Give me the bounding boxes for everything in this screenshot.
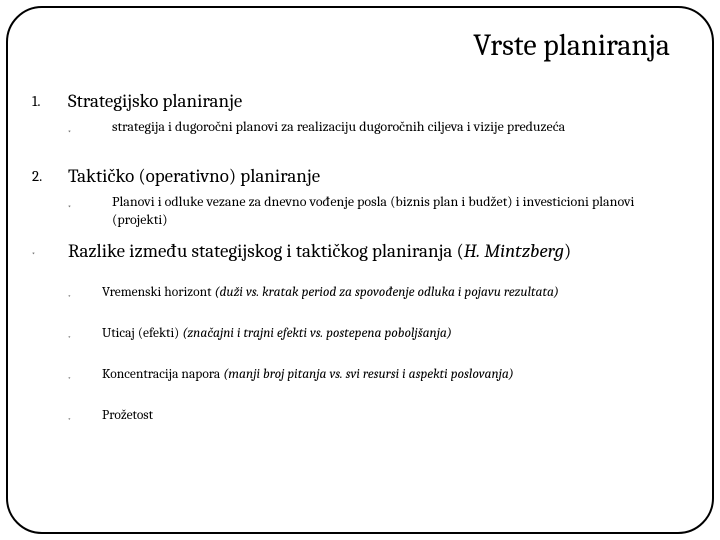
bullet-icon: ་ bbox=[68, 407, 102, 445]
sub-lead: Prožetost bbox=[102, 408, 153, 423]
list-item: 1. Strategijsko planiranje ་ strategija … bbox=[32, 90, 688, 159]
item-heading: Taktičko (operativno) planiranje bbox=[68, 165, 320, 189]
bullet-icon: ་ bbox=[68, 118, 112, 159]
sub-lead: Vremenski horizont bbox=[102, 285, 214, 300]
sub-item-text: Prožetost bbox=[102, 407, 163, 425]
slide-content: 1. Strategijsko planiranje ་ strategija … bbox=[32, 90, 688, 449]
sub-item-text: Vremenski horizont (duži vs. kratak peri… bbox=[102, 284, 569, 302]
slide-title: Vrste planiranja bbox=[473, 28, 670, 63]
sub-item-text: Koncentracija napora (manji broj pitanja… bbox=[102, 366, 524, 384]
item-number: 1. bbox=[32, 90, 68, 110]
slide-frame: Vrste planiranja 1. Strategijsko planira… bbox=[6, 6, 714, 534]
item-heading: Razlike između stategijskog i taktičkog … bbox=[68, 240, 571, 264]
heading-suffix: ) bbox=[564, 240, 571, 262]
sub-item-text: Uticaj (efekti) (značajni i trajni efekt… bbox=[102, 325, 462, 343]
heading-emphasis: H. Mintzberg bbox=[464, 240, 564, 262]
sub-em: (duži vs. kratak period za spovođenje od… bbox=[214, 285, 558, 300]
bullet-icon: ་ bbox=[32, 240, 68, 281]
sub-lead: Koncentracija napora bbox=[102, 367, 223, 382]
sub-em: (manji broj pitanja vs. svi resursi i as… bbox=[223, 367, 514, 382]
bullet-icon: ་ bbox=[68, 366, 102, 404]
heading-prefix: Razlike između stategijskog i taktičkog … bbox=[68, 240, 464, 262]
bullet-icon: ་ bbox=[68, 193, 112, 234]
item-sub-text: Planovi i odluke vezane za dnevno vođenj… bbox=[112, 193, 688, 231]
sub-lead: Uticaj (efekti) bbox=[102, 326, 182, 341]
bullet-icon: ་ bbox=[68, 325, 102, 363]
bullet-icon: ་ bbox=[68, 284, 102, 322]
sub-em: (značajni i trajni efekti vs. postepena … bbox=[182, 326, 452, 341]
item-sub-text: strategija i dugoročni planovi za realiz… bbox=[112, 118, 575, 137]
item-number: 2. bbox=[32, 165, 68, 185]
list-item: 2. Taktičko (operativno) planiranje ་ Pl… bbox=[32, 165, 688, 234]
item-heading: Strategijsko planiranje bbox=[68, 90, 242, 114]
list-item: ་ Razlike između stategijskog i taktičko… bbox=[32, 240, 688, 445]
